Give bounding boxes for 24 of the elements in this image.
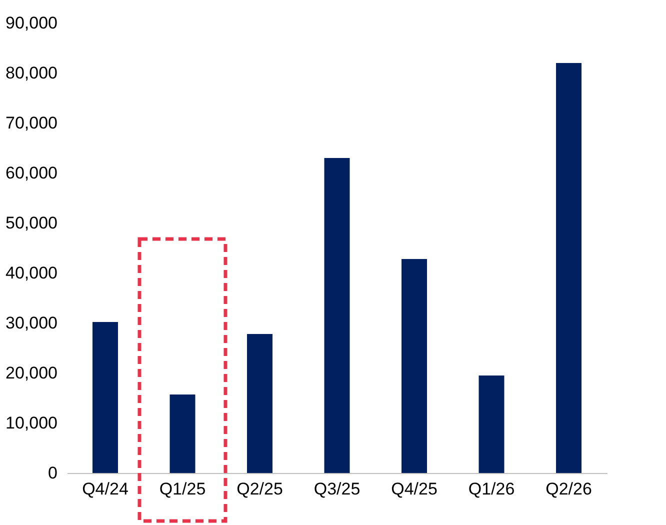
y-tick-label: 0 [48,464,58,482]
y-tick-label: 20,000 [6,364,58,382]
y-tick-label: 70,000 [6,114,58,132]
x-tick-label: Q4/25 [391,480,438,498]
y-tick-label: 60,000 [6,164,58,182]
x-tick-label: Q3/25 [314,480,360,498]
x-tick-label: Q1/26 [468,480,515,498]
y-tick-label: 80,000 [6,64,58,82]
x-tick-label: Q1/25 [159,480,206,498]
bar [402,259,427,473]
y-tick-label: 10,000 [6,414,58,432]
bar [247,334,272,473]
y-tick-label: 40,000 [6,264,58,282]
y-tick-label: 50,000 [6,214,58,232]
bar [556,63,582,473]
bar [478,376,504,473]
y-tick-label: 90,000 [6,14,58,32]
x-tick-label: Q4/24 [82,480,128,498]
bar [92,322,118,473]
x-tick-label: Q2/25 [236,480,283,498]
x-tick-label: Q2/26 [546,480,592,498]
bar [170,394,196,473]
bar [324,158,350,473]
y-tick-label: 30,000 [6,314,58,332]
